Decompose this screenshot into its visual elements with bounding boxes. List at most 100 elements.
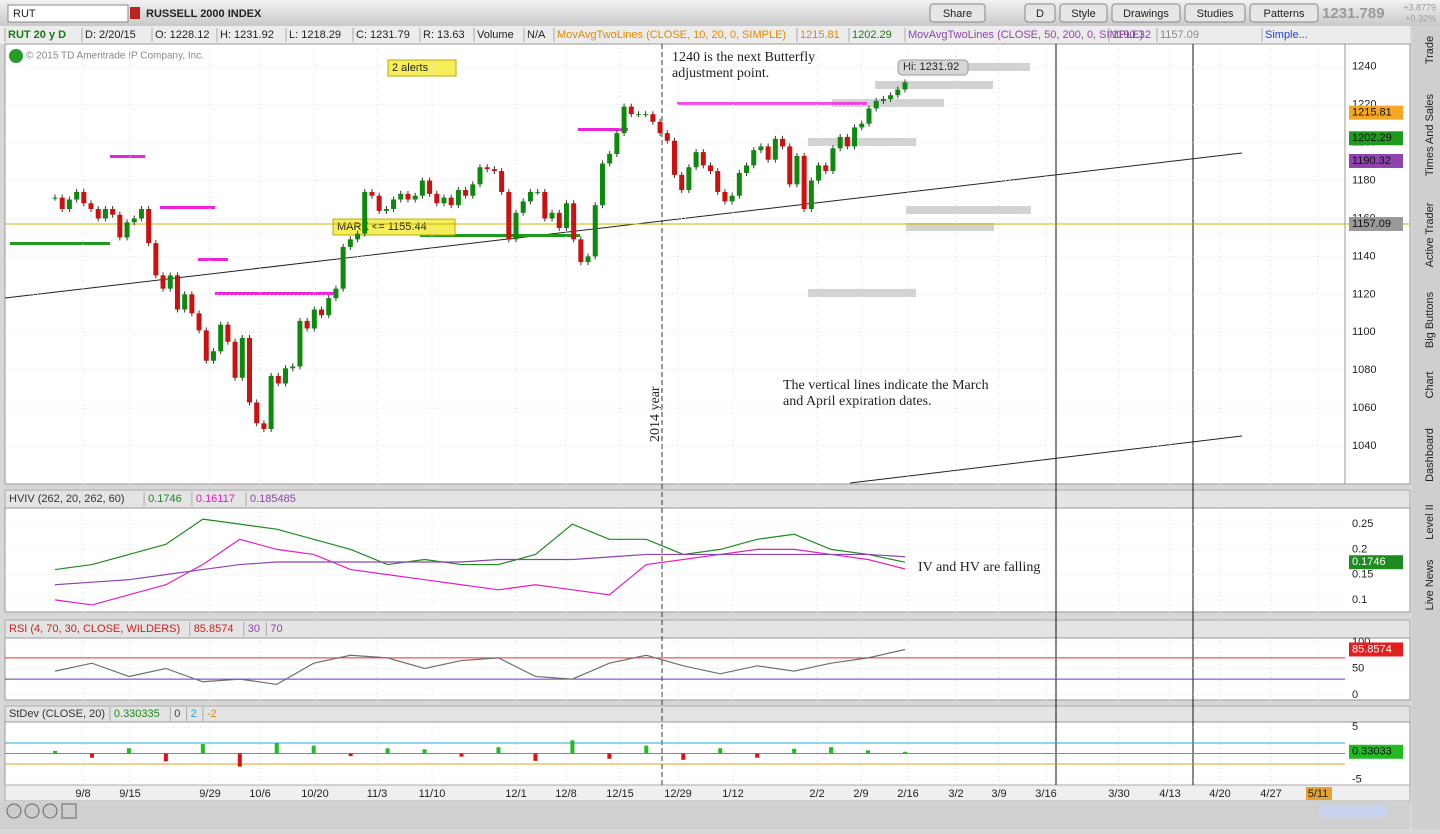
candle (729, 195, 735, 202)
candle (686, 167, 692, 191)
info-item: L: 1218.29 (289, 29, 341, 41)
last-value: 0.1746 (1352, 556, 1386, 568)
candle (477, 167, 483, 185)
scrollbar[interactable] (1318, 805, 1388, 817)
side-tab[interactable]: Chart (1424, 372, 1436, 399)
toolbar-button[interactable] (1249, 3, 1319, 23)
date-label: 12/29 (664, 788, 692, 800)
side-tab[interactable]: Big Buttons (1424, 291, 1436, 348)
side-tab[interactable]: Times And Sales (1424, 93, 1436, 176)
side-tab[interactable]: Active Trader (1424, 202, 1436, 267)
candle (52, 197, 58, 199)
toolbar-button[interactable] (1024, 3, 1056, 23)
info-item: C: 1231.79 (356, 29, 410, 41)
candle (210, 351, 216, 361)
alerts-label[interactable]: 2 alerts (392, 62, 429, 74)
info-item: D: 2/20/15 (85, 29, 136, 41)
toolbar-button[interactable] (929, 3, 986, 23)
histogram-bar (866, 750, 871, 754)
side-tab[interactable]: Level II (1424, 504, 1436, 539)
side-bar (1412, 26, 1440, 829)
y-tick-label: 0.1 (1352, 594, 1367, 606)
toolbar-button-label[interactable]: Share (943, 8, 972, 20)
date-label: 4/20 (1209, 788, 1230, 800)
candle (549, 212, 555, 219)
histogram-bar (89, 753, 94, 758)
candle (268, 375, 274, 429)
date-label: 1/12 (722, 788, 743, 800)
price-label-box (1349, 131, 1403, 146)
candle (578, 239, 584, 263)
candle (355, 233, 361, 240)
toolbar-button-label[interactable]: Studies (1197, 8, 1234, 20)
candle (722, 191, 728, 202)
candle (744, 165, 750, 173)
toolbar-button-label[interactable]: Patterns (1264, 8, 1305, 20)
zoom-buttons[interactable] (6, 803, 77, 819)
butterfly-note: 1240 is the next Butterfly (672, 50, 815, 65)
panel-value: 30 (248, 623, 260, 635)
candle (146, 209, 152, 244)
histogram-bar (607, 753, 612, 759)
mark-alert-label[interactable]: MARK <= 1155.44 (337, 221, 427, 233)
histogram-bar (163, 753, 168, 762)
candle (441, 197, 447, 204)
candle (304, 320, 310, 329)
candle (484, 167, 490, 170)
toolbar-button[interactable] (1184, 3, 1246, 23)
side-tab[interactable]: Dashboard (1424, 428, 1436, 482)
candle (138, 209, 144, 219)
hviv-note: IV and HV are falling (918, 560, 1040, 575)
histogram-bar (200, 744, 205, 754)
candle (88, 203, 94, 209)
candle (246, 337, 252, 403)
price-label: 1202.29 (1352, 132, 1392, 144)
toolbar-button[interactable] (1059, 3, 1108, 23)
candle (880, 99, 886, 101)
candle (902, 82, 908, 90)
toolbar-button-label[interactable]: Drawings (1123, 8, 1169, 20)
candle (693, 152, 699, 168)
price-label-box (1349, 217, 1403, 232)
histogram-bar (755, 753, 760, 758)
candle (664, 133, 670, 141)
alerts-badge[interactable] (387, 59, 457, 77)
year-label: 2014 year (648, 386, 663, 442)
candle (81, 191, 87, 204)
candle (542, 191, 548, 219)
price-label: 1215.81 (1352, 107, 1392, 119)
symbol[interactable]: RUT (13, 8, 36, 20)
histogram-bar (533, 753, 538, 761)
candle (563, 203, 569, 228)
price-label-box (1349, 105, 1403, 120)
info-icon[interactable] (9, 49, 23, 63)
candle (535, 191, 541, 193)
y-tick-label: 50 (1352, 662, 1364, 674)
panel-value: 0.330335 (114, 708, 160, 720)
candle (455, 190, 461, 206)
expiration-note: and April expiration dates. (783, 394, 932, 409)
info-item: R: 13.63 (423, 29, 465, 41)
series-line (54, 518, 906, 571)
y-tick-label: 1140 (1352, 250, 1376, 262)
candle (297, 320, 303, 367)
candle (254, 402, 260, 424)
y-tick-label: 1120 (1352, 288, 1376, 300)
change: +3.8779 (1403, 2, 1436, 12)
y-tick-label: 5 (1352, 721, 1358, 733)
toolbar-button-label[interactable]: D (1036, 8, 1044, 20)
toolbar-button-label[interactable]: Style (1071, 8, 1095, 20)
histogram-bar (348, 753, 353, 757)
high-bubble (897, 59, 969, 76)
candle (326, 298, 332, 316)
index-icon (130, 7, 140, 19)
symbol-box[interactable] (7, 4, 129, 23)
side-tab[interactable]: Trade (1424, 36, 1436, 64)
date-label: 9/8 (75, 788, 90, 800)
candle (830, 148, 836, 172)
toolbar-button[interactable] (1111, 3, 1181, 23)
info-item: Simple... (1265, 29, 1308, 41)
side-tab[interactable]: Live News (1424, 559, 1436, 610)
candle (859, 123, 865, 128)
histogram-bar (644, 745, 649, 754)
